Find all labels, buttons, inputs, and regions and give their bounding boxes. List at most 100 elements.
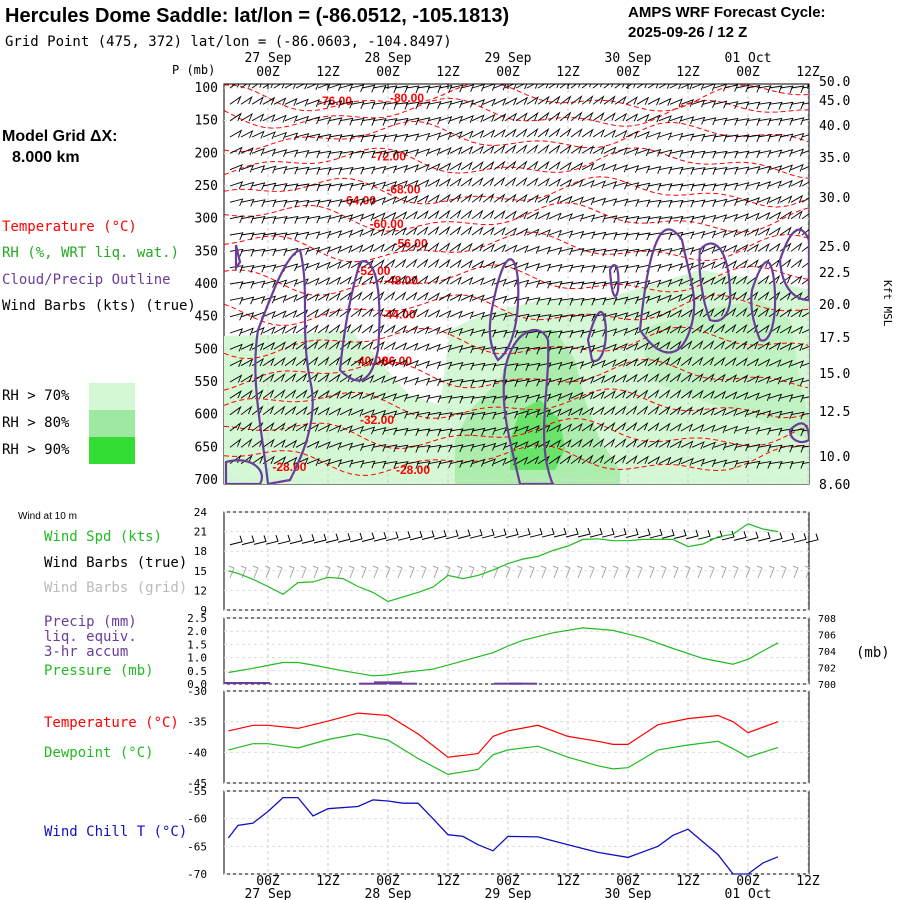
wind-barb: [251, 84, 262, 89]
wind-barb: [570, 213, 585, 222]
wind-barb: [339, 182, 354, 191]
wind-barb: [614, 129, 628, 139]
wind-barb: [526, 262, 541, 271]
y-tick-label: -30: [187, 685, 207, 698]
wind-barb: [669, 278, 683, 287]
wind-barb: [339, 425, 353, 434]
temperature-contour-label: -80.00: [390, 91, 424, 105]
wind-barb: [416, 163, 430, 172]
wind-barb: [625, 215, 640, 224]
wind-barb: [735, 213, 749, 222]
height-tick-label: 25.0: [819, 240, 850, 255]
wind-barb: [361, 275, 374, 285]
wind-barb: [779, 444, 794, 453]
wind-barb: [460, 443, 475, 452]
wind-barb: [229, 421, 242, 432]
wind-barb: [240, 232, 255, 241]
wind-barb: [504, 410, 519, 419]
surface-wind-barb-grid: [288, 565, 295, 579]
surface-wind-barb-grid: [348, 565, 355, 579]
wind-barb: [229, 281, 244, 289]
wind-barb: [570, 196, 584, 205]
wind-barb: [350, 460, 365, 468]
wind-barb: [438, 309, 452, 319]
wind-barb: [669, 422, 682, 432]
wind-barb: [724, 307, 737, 318]
wind-barb: [592, 248, 607, 257]
wind-barb: [306, 99, 321, 108]
wind-barb: [493, 457, 507, 466]
wind-barb: [273, 114, 287, 123]
surface-wind-barb-grid: [744, 565, 751, 579]
wind-barb: [636, 389, 649, 399]
wind-barb: [768, 359, 782, 368]
wind-barb: [449, 428, 464, 437]
wind-barb: [702, 150, 717, 159]
wind-barb: [317, 261, 331, 270]
wind-barb: [515, 112, 528, 122]
surface-wind-barb-true: [385, 531, 399, 542]
wind-barb: [350, 323, 363, 334]
wind-barb: [768, 341, 782, 351]
wind-barb: [603, 265, 618, 273]
wind-barb: [559, 423, 573, 432]
wind-barb: [669, 262, 684, 271]
wind-barb: [647, 131, 662, 140]
wind-barb: [746, 460, 761, 469]
wind-barb: [251, 389, 264, 399]
wind-barb: [372, 341, 385, 350]
wind-barb: [801, 150, 809, 154]
wind-barb: [570, 247, 585, 256]
wind-barb: [570, 128, 583, 138]
y-tick-label: 1.0: [187, 652, 207, 665]
y-tick-label: -35: [187, 716, 207, 729]
wind-barb: [438, 116, 453, 125]
wind-barb: [317, 230, 332, 239]
wind-barb: [724, 117, 739, 126]
wind-barb: [251, 296, 266, 304]
wind-barb: [482, 98, 496, 107]
surface-wind-barb-true: [529, 528, 543, 538]
wind-barb: [372, 227, 386, 236]
wind-barb: [669, 457, 683, 466]
wind-barb: [603, 374, 617, 383]
wind-barb: [570, 422, 583, 432]
y-tick-label: -70: [187, 868, 207, 881]
wind-barb: [713, 183, 728, 191]
wind-barb: [427, 101, 442, 109]
wind-barb: [713, 425, 727, 434]
legend-windchill: Wind Chill T (°C): [44, 824, 187, 840]
wind-barb: [372, 375, 386, 384]
wind-barb: [713, 276, 727, 285]
p-tick-label: 650: [195, 440, 218, 455]
cloud-outline: [224, 459, 263, 484]
wind-barb: [284, 325, 298, 334]
wind-barb: [328, 100, 343, 109]
y-tick-label: 2.0: [187, 625, 207, 638]
wind-barb: [339, 291, 352, 301]
height-tick-label: 12.5: [819, 405, 850, 420]
wind-barb: [746, 212, 760, 221]
wind-barb: [603, 421, 616, 432]
wind-barb: [746, 443, 761, 452]
cloud-outline: [338, 260, 381, 382]
wind-barb: [482, 144, 495, 154]
wind-barb: [438, 84, 453, 93]
wind-barb: [328, 260, 342, 270]
wind-barb: [482, 379, 497, 388]
wind-barb: [603, 281, 618, 289]
wind-barb: [427, 85, 442, 93]
wind-barb: [240, 405, 253, 416]
wind-barb: [317, 424, 331, 433]
wind-barb: [262, 248, 277, 257]
wind-barb: [460, 145, 474, 155]
wind-barb: [427, 292, 440, 301]
wind-barb: [702, 323, 715, 334]
wind-barb: [240, 327, 254, 336]
surface-wind-barb-grid: [792, 565, 799, 579]
wind-barb: [603, 232, 618, 240]
wind-barb: [636, 373, 649, 383]
wind-barb: [405, 148, 420, 157]
wind-barb: [383, 118, 398, 126]
wind-barb: [537, 211, 551, 220]
